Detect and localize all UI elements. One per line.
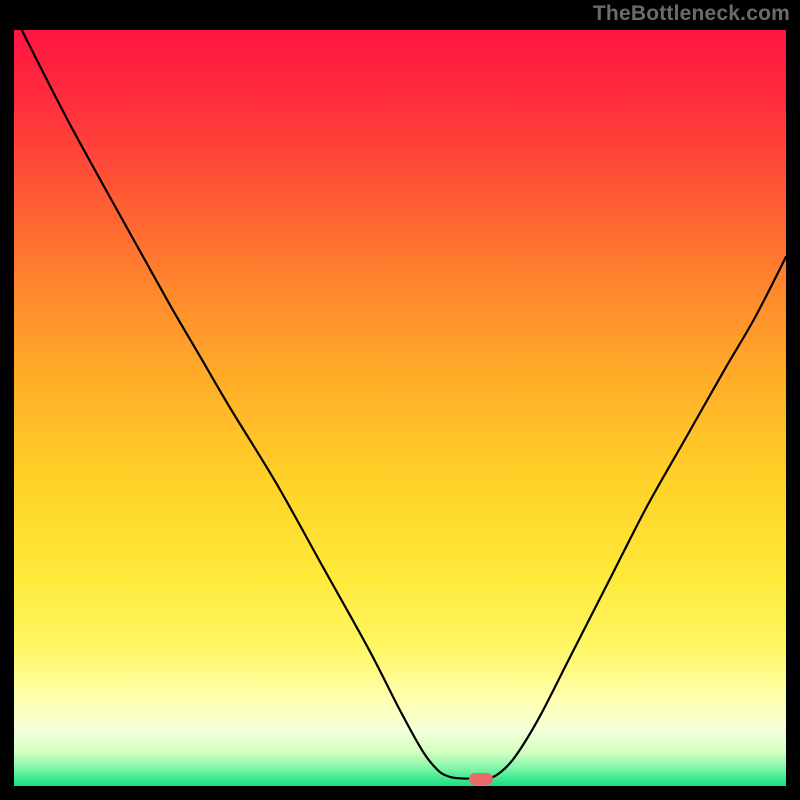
watermark-text: TheBottleneck.com [593, 2, 790, 26]
chart-curve [14, 30, 786, 786]
bottleneck-marker [469, 773, 494, 785]
